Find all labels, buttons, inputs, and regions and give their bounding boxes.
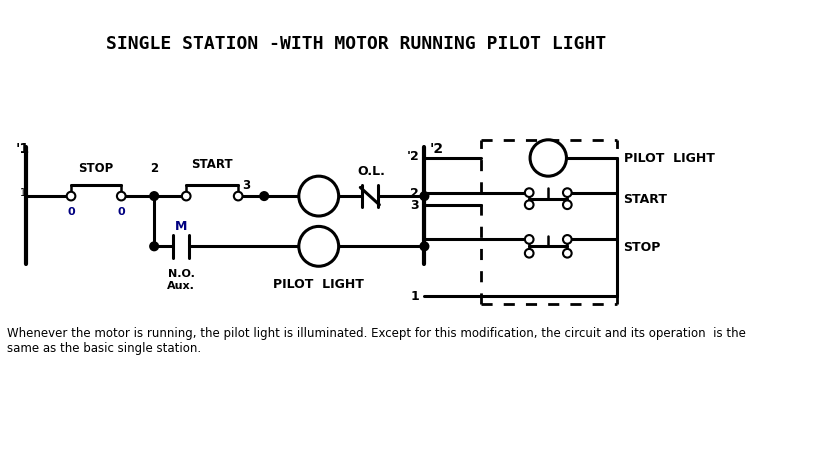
Circle shape — [563, 235, 571, 244]
Text: 0: 0 — [118, 207, 125, 216]
Text: PILOT  LIGHT: PILOT LIGHT — [624, 152, 714, 165]
Text: STOP: STOP — [624, 241, 661, 253]
Circle shape — [150, 242, 159, 251]
Text: SINGLE STATION -WITH MOTOR RUNNING PILOT LIGHT: SINGLE STATION -WITH MOTOR RUNNING PILOT… — [106, 35, 606, 53]
Text: M: M — [312, 189, 326, 204]
Text: 0: 0 — [67, 207, 75, 216]
Circle shape — [67, 192, 76, 201]
Circle shape — [525, 249, 533, 258]
Circle shape — [530, 140, 566, 177]
Text: '2: '2 — [406, 150, 419, 162]
Circle shape — [299, 227, 339, 267]
Circle shape — [525, 201, 533, 210]
Text: STOP: STOP — [79, 161, 113, 174]
Circle shape — [182, 192, 191, 201]
Text: M: M — [175, 219, 187, 232]
Text: 2: 2 — [410, 187, 419, 200]
Text: 3: 3 — [242, 179, 251, 192]
Text: 1: 1 — [20, 187, 25, 197]
Text: PILOT  LIGHT: PILOT LIGHT — [273, 277, 364, 290]
Circle shape — [150, 192, 159, 201]
Text: Whenever the motor is running, the pilot light is illuminated. Except for this m: Whenever the motor is running, the pilot… — [7, 326, 746, 354]
Text: 3: 3 — [410, 199, 419, 212]
Circle shape — [260, 192, 269, 201]
Text: O.L.: O.L. — [358, 165, 386, 178]
Text: N.O.
Aux.: N.O. Aux. — [167, 269, 195, 290]
Circle shape — [563, 249, 571, 258]
Circle shape — [420, 242, 429, 251]
Text: 2: 2 — [150, 161, 158, 174]
Circle shape — [233, 192, 242, 201]
Circle shape — [563, 201, 571, 210]
Text: START: START — [192, 158, 233, 171]
Text: 1: 1 — [410, 290, 419, 302]
Text: START: START — [624, 193, 667, 206]
Circle shape — [563, 189, 571, 197]
Text: '2: '2 — [430, 142, 444, 156]
Circle shape — [299, 177, 339, 217]
Text: '1: '1 — [16, 142, 30, 156]
Circle shape — [525, 235, 533, 244]
Circle shape — [525, 189, 533, 197]
Circle shape — [420, 192, 429, 201]
Circle shape — [117, 192, 126, 201]
